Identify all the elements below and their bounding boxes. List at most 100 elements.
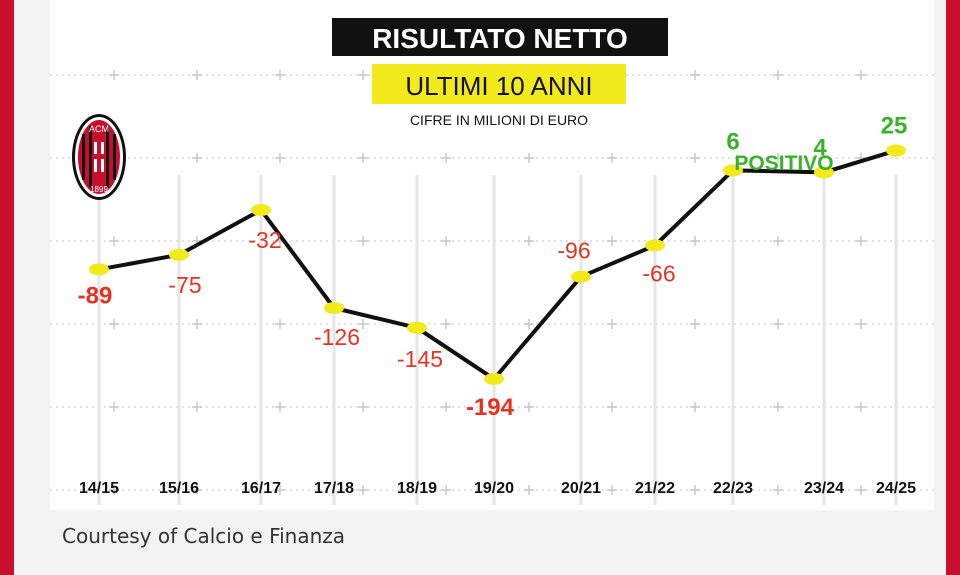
subtitle-box [372, 64, 626, 104]
crest-bottom-text: 1899 [90, 185, 108, 194]
grid-cross [773, 153, 783, 163]
x-tick-label: 16/17 [241, 480, 281, 497]
x-tick-label: 15/16 [159, 480, 199, 497]
x-tick-label: 19/20 [474, 480, 514, 497]
data-label: -145 [397, 346, 443, 372]
grid-cross [690, 236, 700, 246]
grid-cross [441, 485, 451, 495]
grid-cross [109, 319, 119, 329]
grid-cross [275, 70, 285, 80]
grid-cross [524, 236, 534, 246]
grid-cross [607, 402, 617, 412]
grid-cross [441, 402, 451, 412]
grid-cross [441, 236, 451, 246]
data-point [886, 144, 906, 157]
grid-cross [109, 485, 119, 495]
grid-cross [690, 319, 700, 329]
crest-top-text: ACM [89, 124, 109, 134]
grid-cross [856, 236, 866, 246]
grid-cross [773, 70, 783, 80]
grid-cross [192, 485, 202, 495]
grid-cross [856, 485, 866, 495]
grid-cross [773, 236, 783, 246]
data-point [571, 270, 591, 283]
grid-cross [441, 319, 451, 329]
x-tick-label: 21/22 [635, 480, 675, 497]
grid-cross [773, 485, 783, 495]
data-point [407, 321, 427, 334]
frame-left [0, 0, 14, 575]
grid-cross [773, 319, 783, 329]
chart-title: RISULTATO NETTO [372, 23, 628, 54]
grid-cross [524, 319, 534, 329]
data-label: -66 [642, 260, 675, 286]
article-figure: RISULTATO NETTO ULTIMI 10 ANNI CIFRE IN … [14, 0, 946, 575]
x-tick-label: 14/15 [79, 480, 119, 497]
grid-cross [358, 153, 368, 163]
data-point [169, 248, 189, 261]
grid-cross [192, 402, 202, 412]
grid-cross [192, 70, 202, 80]
data-label: -89 [78, 282, 113, 309]
x-tick-label: 22/23 [713, 480, 753, 497]
data-label: -75 [168, 272, 201, 298]
title-box [332, 18, 668, 56]
grid-cross [358, 70, 368, 80]
x-tick-label: 24/25 [876, 480, 916, 497]
net-result-chart: RISULTATO NETTO ULTIMI 10 ANNI CIFRE IN … [50, 18, 934, 505]
data-point [251, 203, 271, 216]
grid-cross [358, 485, 368, 495]
data-point [723, 164, 743, 177]
data-label: 25 [881, 113, 908, 140]
grid-cross [690, 485, 700, 495]
grid-cross [607, 485, 617, 495]
chart-panel: RISULTATO NETTO ULTIMI 10 ANNI CIFRE IN … [50, 0, 934, 510]
ac-milan-crest-icon: ACM 1899 [72, 114, 126, 200]
grid-cross [607, 153, 617, 163]
grid-cross [524, 153, 534, 163]
grid-cross [358, 319, 368, 329]
chart-subtitle: ULTIMI 10 ANNI [405, 71, 592, 101]
grid-cross [607, 236, 617, 246]
grid-cross [856, 319, 866, 329]
positive-annotation: POSITIVO [734, 152, 833, 175]
x-axis: 14/15 15/16 16/17 17/18 18/19 19/20 20/21 21/22… [79, 480, 916, 497]
data-label: -126 [314, 324, 360, 350]
grid-cross [109, 236, 119, 246]
data-label: -194 [466, 394, 515, 421]
data-point [89, 263, 109, 276]
x-tick-label: 17/18 [314, 480, 354, 497]
grid-cross [275, 319, 285, 329]
grid [50, 70, 934, 505]
units-note: CIFRE IN MILIONI DI EURO [410, 112, 588, 128]
grid-cross [358, 402, 368, 412]
data-label: -96 [557, 238, 590, 264]
grid-cross [275, 402, 285, 412]
grid-cross [192, 319, 202, 329]
data-label: -32 [248, 227, 281, 253]
grid-cross [690, 402, 700, 412]
frame-right [946, 0, 960, 575]
x-tick-label: 23/24 [804, 480, 844, 497]
data-point [645, 239, 665, 252]
data-label: 6 [726, 128, 739, 155]
data-point [814, 166, 834, 179]
grid-cross [607, 319, 617, 329]
grid-cross [690, 153, 700, 163]
series-group: -89 -75 -32 -126 -145 -194 -96 -66 6 4 25 [78, 113, 908, 421]
grid-cross [856, 402, 866, 412]
x-tick-label: 20/21 [561, 480, 601, 497]
data-point [324, 302, 344, 315]
grid-cross [109, 402, 119, 412]
grid-cross [773, 402, 783, 412]
grid-cross [856, 70, 866, 80]
grid-cross [275, 153, 285, 163]
chart-header: RISULTATO NETTO ULTIMI 10 ANNI CIFRE IN … [332, 18, 668, 128]
grid-cross [524, 485, 534, 495]
grid-cross [690, 70, 700, 80]
data-label: 4 [813, 134, 827, 161]
grid-cross [275, 485, 285, 495]
series-line [98, 148, 897, 381]
grid-cross [192, 153, 202, 163]
grid-cross [109, 70, 119, 80]
